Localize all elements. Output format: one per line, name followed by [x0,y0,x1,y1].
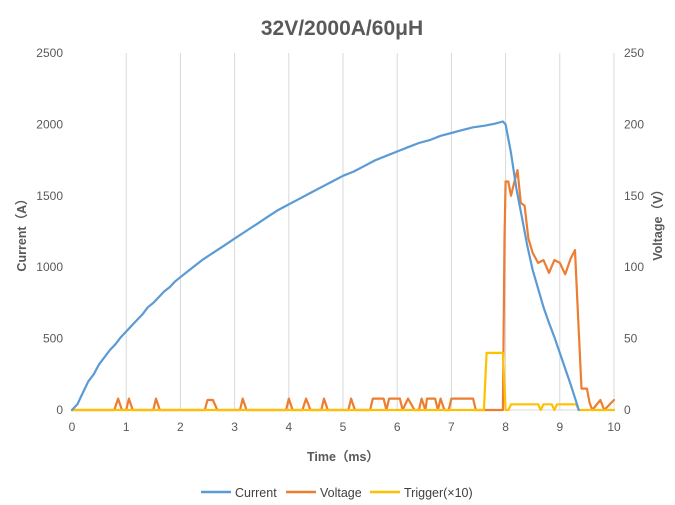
y-right-axis-label: Voltage（V） [650,183,665,261]
x-tick-label: 7 [448,420,455,434]
current-series-line [70,120,580,412]
x-axis-ticks: 0 1 2 3 4 5 6 7 8 9 10 [69,420,621,434]
grid [125,53,615,410]
trigger-series-line [70,351,616,412]
current-legend-label: Current [235,486,277,500]
legend: Current Voltage Trigger(×10) [201,486,473,500]
y-right-tick-label: 200 [624,117,644,131]
x-tick-label: 1 [123,420,130,434]
x-axis-label: Time（ms） [307,449,379,464]
y-left-tick-label: 1000 [36,260,63,274]
x-tick-label: 0 [69,420,76,434]
x-tick-label: 9 [556,420,563,434]
y-right-tick-label: 100 [624,260,644,274]
x-tick-label: 8 [502,420,509,434]
series-layer [70,120,616,412]
x-tick-label: 3 [231,420,238,434]
y-left-tick-label: 2000 [36,117,63,131]
y-left-tick-label: 1500 [36,189,63,203]
y-left-axis-label: Current（A） [14,192,29,271]
y-left-tick-label: 500 [43,332,63,346]
right-axis-ticks: 0 50 100 150 200 250 [624,46,644,417]
y-left-tick-label: 0 [56,403,63,417]
x-tick-label: 5 [340,420,347,434]
x-tick-label: 4 [285,420,292,434]
chart-title: 32V/2000A/60μH [261,17,423,40]
y-right-tick-label: 50 [624,332,638,346]
left-axis-ticks: 0 500 1000 1500 2000 2500 [36,46,63,417]
x-tick-label: 6 [394,420,401,434]
y-right-tick-label: 250 [624,46,644,60]
y-right-tick-label: 150 [624,189,644,203]
x-tick-label: 2 [177,420,184,434]
trigger-legend-label: Trigger(×10) [404,486,473,500]
x-tick-label: 10 [607,420,621,434]
y-right-tick-label: 0 [624,403,631,417]
y-left-tick-label: 2500 [36,46,63,60]
voltage-legend-label: Voltage [320,486,362,500]
